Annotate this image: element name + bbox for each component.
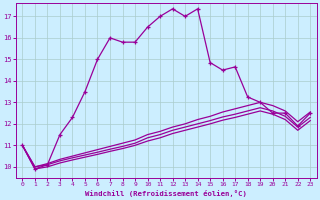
X-axis label: Windchill (Refroidissement éolien,°C): Windchill (Refroidissement éolien,°C) [85,190,247,197]
